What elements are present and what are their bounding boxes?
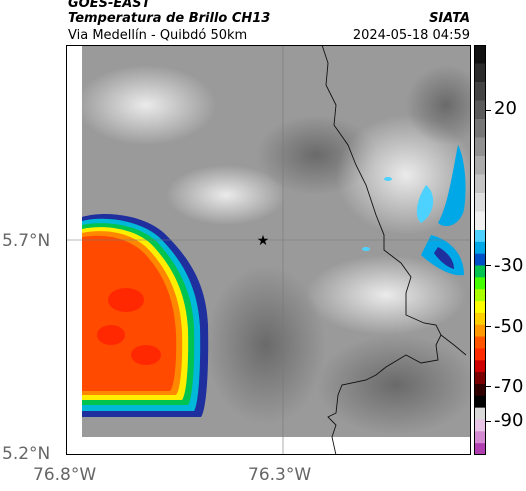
colorbar-label: -30 <box>494 255 524 276</box>
cold-patch <box>384 177 392 181</box>
colorbar-segment <box>474 211 486 231</box>
lon-label: 76.3°W <box>248 465 312 485</box>
colorbar-segment <box>474 289 486 302</box>
colorbar-segment <box>474 301 486 314</box>
colorbar-segment <box>474 230 486 243</box>
colorbar-segment <box>474 419 486 432</box>
no-data-bottom <box>66 437 471 455</box>
colorbar <box>474 45 486 455</box>
agency-label: SIATA <box>429 11 470 26</box>
no-data-left <box>66 45 82 455</box>
lat-label: 5.2°N <box>2 444 51 464</box>
lat-label: 5.7°N <box>2 231 51 251</box>
colorbar-tick <box>485 110 491 111</box>
colorbar-segment <box>474 407 486 420</box>
colorbar-segment <box>474 82 486 101</box>
colorbar-tick <box>485 421 491 422</box>
colorbar-tick <box>485 265 491 266</box>
colorbar-label: -90 <box>494 410 524 431</box>
colorbar-segment <box>474 241 486 255</box>
cold-patch <box>434 247 454 269</box>
colorbar-segment <box>474 277 486 290</box>
colorbar-segment <box>474 348 486 361</box>
colorbar-tick <box>485 386 491 387</box>
colorbar-segment <box>474 174 486 194</box>
cloud-area <box>166 165 286 225</box>
department-border <box>321 45 442 455</box>
colorbar-segment <box>474 360 486 373</box>
star-marker: ★ <box>257 232 270 248</box>
colorbar-segment <box>474 100 486 120</box>
colorbar-segment <box>474 312 486 326</box>
colorbar-segment <box>474 253 486 267</box>
colorbar-segment <box>474 119 486 138</box>
dark-area <box>316 335 471 435</box>
cold-patch <box>438 145 466 227</box>
satellite-map[interactable]: ★ <box>66 45 471 455</box>
location-subtitle: Via Medellín - Quibdó 50km <box>68 28 248 43</box>
colorbar-segment <box>474 45 486 64</box>
colorbar-segment <box>474 265 486 278</box>
satellite-title: GOES-EAST <box>68 0 151 11</box>
colorbar-segment <box>474 336 486 349</box>
cloud-area <box>336 115 471 235</box>
colorbar-label: -70 <box>494 376 524 397</box>
storm-core-spot <box>131 345 161 365</box>
dark-area <box>406 65 471 145</box>
colorbar-segment <box>474 156 486 175</box>
colorbar-segment <box>474 137 486 157</box>
colorbar-segment <box>474 372 486 385</box>
colorbar-border <box>474 45 486 455</box>
colorbar-segment <box>474 63 486 83</box>
department-border <box>440 334 467 356</box>
colorbar-label: 20 <box>494 98 517 119</box>
dark-area <box>206 265 326 425</box>
cloud-area <box>306 255 466 335</box>
colorbar-tick <box>485 326 491 327</box>
storm-core-spot <box>97 325 125 345</box>
storm-core-spot <box>108 288 144 312</box>
cloud-area <box>76 65 216 145</box>
product-title: Temperatura de Brillo CH13 <box>68 11 271 26</box>
colorbar-segment <box>474 324 486 338</box>
colorbar-segment <box>474 395 486 409</box>
colorbar-segment <box>474 383 486 397</box>
map-border <box>66 45 471 455</box>
cold-patch <box>416 185 434 223</box>
colorbar-segment <box>474 443 486 455</box>
map-panel[interactable]: ★ <box>66 45 471 455</box>
datetime-label: 2024-05-18 04:59 <box>352 28 470 43</box>
cold-patch <box>362 247 370 251</box>
lon-label: 76.8°W <box>33 465 97 485</box>
colorbar-label: -50 <box>494 316 524 337</box>
colorbar-segment <box>474 431 486 444</box>
colorbar-segment <box>474 193 486 212</box>
